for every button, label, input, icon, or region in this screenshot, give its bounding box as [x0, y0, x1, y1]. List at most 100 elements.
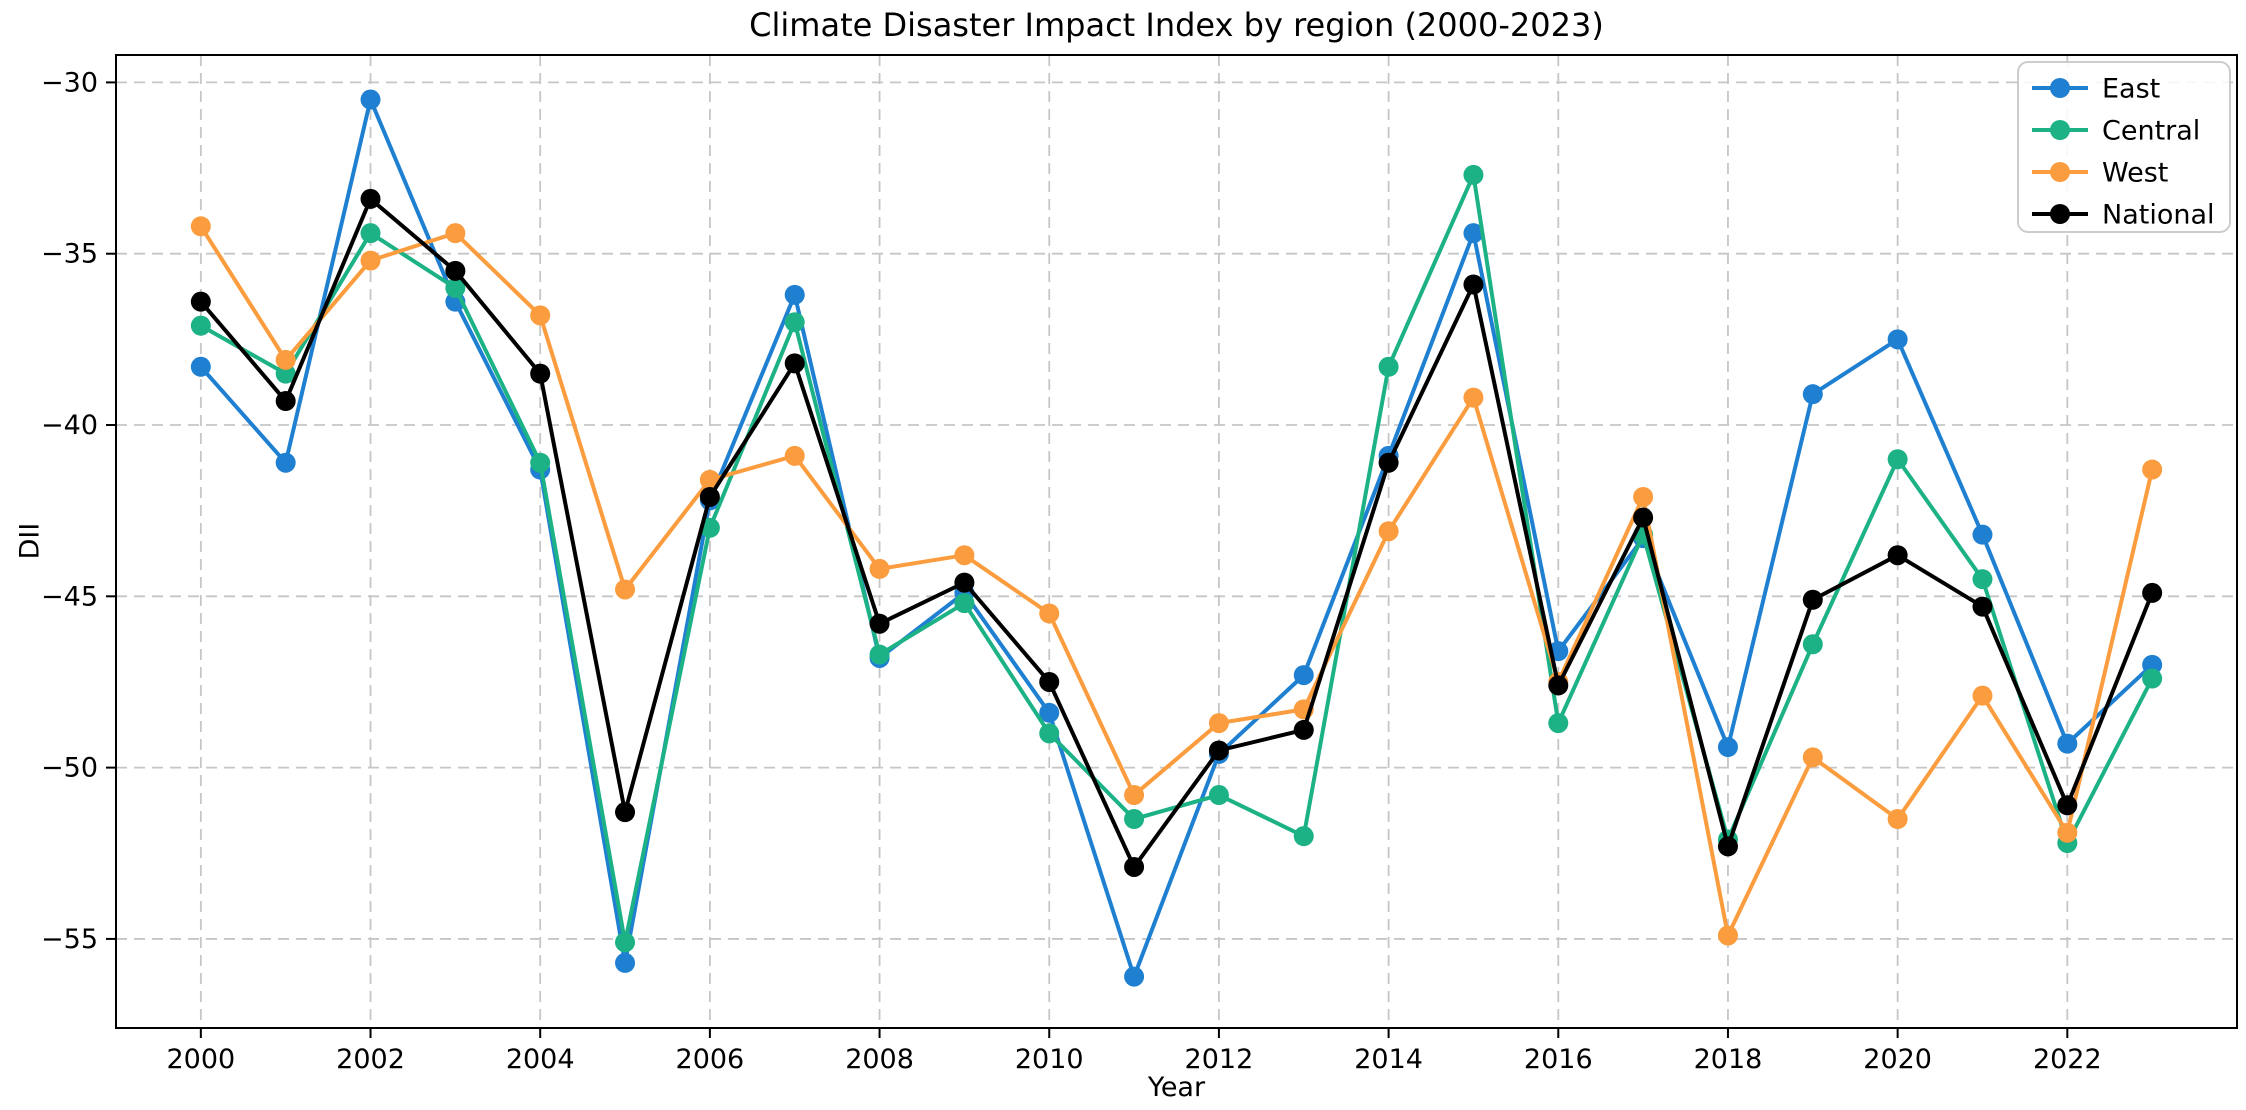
- series-marker-central: [360, 223, 381, 244]
- legend-marker-icon: [2050, 204, 2070, 224]
- series-marker-central: [869, 644, 890, 665]
- y-axis-label: DII: [14, 522, 46, 560]
- series-line-east: [198, 97, 2155, 979]
- series-marker-central: [1887, 449, 1908, 470]
- series-marker-east: [2057, 733, 2078, 754]
- series-marker-national: [954, 572, 975, 593]
- series-marker-national: [1802, 589, 1823, 610]
- series-marker-east: [1293, 665, 1314, 686]
- series-marker-national: [530, 363, 551, 384]
- y-tick-label: −55: [41, 924, 98, 955]
- series-line-west: [198, 224, 2155, 938]
- series-marker-west: [615, 579, 636, 600]
- y-tick-label: −50: [41, 753, 98, 784]
- series-line-central: [198, 172, 2155, 945]
- series-marker-central: [1378, 356, 1399, 377]
- x-tick-label: 2008: [845, 1044, 914, 1075]
- series-marker-west: [1039, 603, 1060, 624]
- series-marker-west: [1717, 925, 1738, 946]
- series-marker-east: [360, 89, 381, 110]
- series-marker-central: [275, 363, 296, 384]
- series-marker-central: [1548, 713, 1569, 734]
- x-tick-label: 2012: [1185, 1044, 1254, 1075]
- series-marker-west: [1802, 747, 1823, 768]
- series-marker-central: [530, 452, 551, 473]
- series-marker-east: [1887, 329, 1908, 350]
- legend-label-east: East: [2102, 74, 2160, 105]
- series-marker-central: [1972, 569, 1993, 590]
- series-marker-national: [1039, 671, 1060, 692]
- series-marker-national: [869, 613, 890, 634]
- legend-box: [2017, 61, 2231, 233]
- x-tick-label: 2002: [336, 1044, 405, 1075]
- y-tick-label: −40: [41, 410, 98, 441]
- series-marker-national: [1208, 740, 1229, 761]
- series-marker-national: [1548, 675, 1569, 696]
- series-marker-east: [1124, 966, 1145, 987]
- series-marker-national: [1887, 545, 1908, 566]
- x-tick-label: 2018: [1694, 1044, 1763, 1075]
- series-marker-west: [869, 558, 890, 579]
- series-marker-national: [190, 291, 211, 312]
- series-marker-national: [1378, 452, 1399, 473]
- series-marker-west: [1633, 486, 1654, 507]
- series-marker-national: [784, 353, 805, 374]
- series-marker-national: [1463, 274, 1484, 295]
- series-marker-central: [2142, 668, 2163, 689]
- series-marker-central: [445, 277, 466, 298]
- series-marker-west: [1124, 785, 1145, 806]
- legend-label-central: Central: [2102, 116, 2200, 147]
- series-marker-central: [615, 932, 636, 953]
- series-marker-east: [1463, 223, 1484, 244]
- series-marker-west: [1378, 521, 1399, 542]
- series-marker-west: [1887, 809, 1908, 830]
- series-marker-central: [1039, 723, 1060, 744]
- series-marker-east: [1039, 702, 1060, 723]
- series-marker-east: [1717, 737, 1738, 758]
- series-marker-national: [2057, 795, 2078, 816]
- series-marker-west: [360, 250, 381, 271]
- series-line-national: [198, 196, 2155, 869]
- series-marker-national: [1972, 596, 1993, 617]
- x-tick-label: 2022: [2033, 1044, 2102, 1075]
- series-marker-central: [1463, 164, 1484, 185]
- legend-marker-icon: [2050, 78, 2070, 98]
- legend-marker-icon: [2050, 120, 2070, 140]
- series-marker-national: [1293, 719, 1314, 740]
- x-axis-label: Year: [1147, 1072, 1206, 1103]
- y-tick-label: −35: [41, 239, 98, 270]
- series-marker-national: [2142, 582, 2163, 603]
- axes-box: [115, 54, 2238, 1029]
- series-marker-west: [445, 223, 466, 244]
- series-marker-west: [954, 545, 975, 566]
- y-tick-label: −45: [41, 581, 98, 612]
- series-marker-national: [1124, 856, 1145, 877]
- series-marker-west: [1208, 713, 1229, 734]
- series-marker-national: [275, 391, 296, 412]
- series-marker-east: [1972, 524, 1993, 545]
- series-marker-national: [1717, 836, 1738, 857]
- y-tick-label: −30: [41, 67, 98, 98]
- series-marker-central: [954, 593, 975, 614]
- chart-title: Climate Disaster Impact Index by region …: [749, 6, 1604, 44]
- series-marker-east: [784, 284, 805, 305]
- series-marker-central: [1802, 634, 1823, 655]
- x-tick-label: 2004: [506, 1044, 575, 1075]
- series-marker-national: [445, 260, 466, 281]
- x-tick-label: 2006: [676, 1044, 745, 1075]
- series-marker-east: [275, 452, 296, 473]
- series-marker-east: [2142, 654, 2163, 675]
- x-tick-label: 2010: [1015, 1044, 1084, 1075]
- series-marker-national: [1633, 507, 1654, 528]
- series-marker-national: [699, 486, 720, 507]
- series-marker-east: [1802, 384, 1823, 405]
- series-marker-central: [784, 312, 805, 333]
- series-marker-west: [699, 469, 720, 490]
- series-marker-west: [530, 305, 551, 326]
- series-marker-west: [1463, 387, 1484, 408]
- series-marker-west: [1972, 685, 1993, 706]
- x-tick-label: 2014: [1354, 1044, 1423, 1075]
- series-marker-central: [1208, 785, 1229, 806]
